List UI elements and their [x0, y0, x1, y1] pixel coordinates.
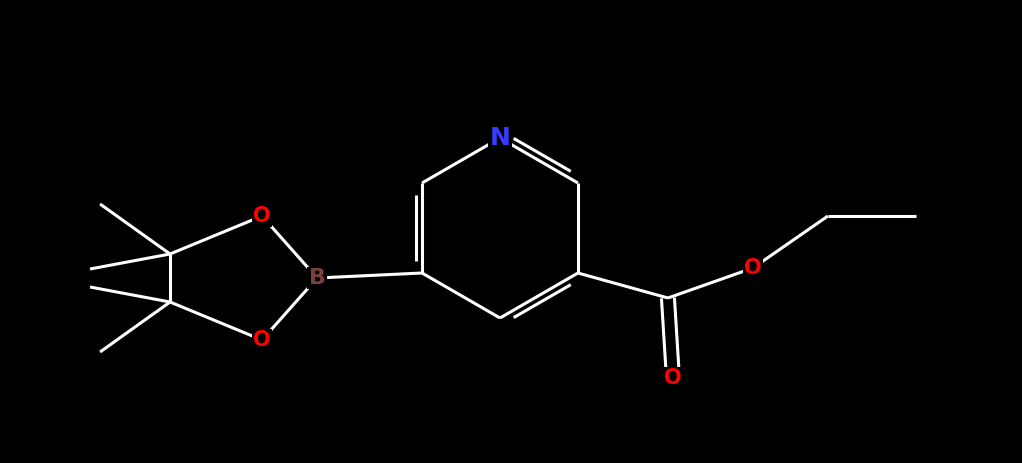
Text: O: O — [253, 330, 271, 350]
Text: O: O — [253, 206, 271, 226]
Text: N: N — [490, 126, 510, 150]
Text: O: O — [664, 368, 682, 388]
Text: B: B — [309, 268, 326, 288]
Text: O: O — [744, 258, 761, 278]
